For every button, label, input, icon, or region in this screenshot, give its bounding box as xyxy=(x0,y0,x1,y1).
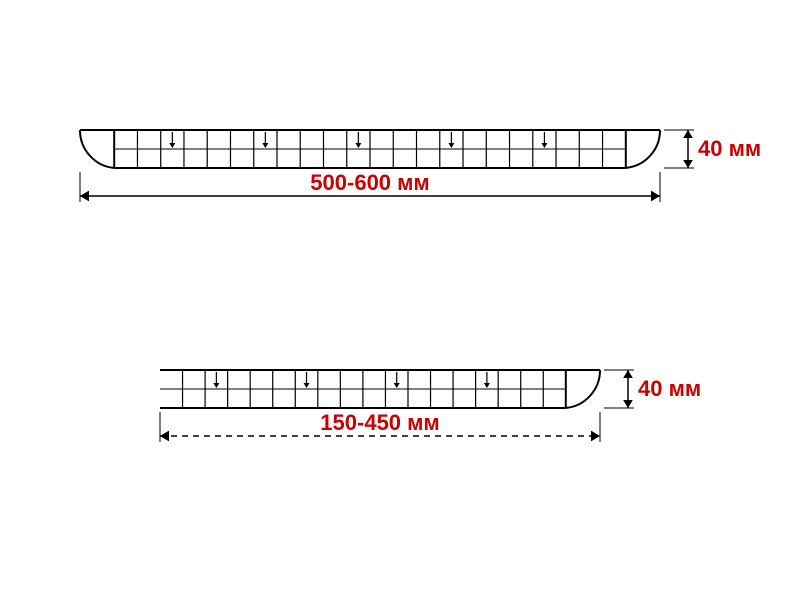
length-dimension-label: 150-450 мм xyxy=(320,410,439,435)
length-dimension-label: 500-600 мм xyxy=(310,170,429,195)
height-dimension-label: 40 мм xyxy=(698,136,761,161)
height-dimension-label: 40 мм xyxy=(638,376,701,401)
